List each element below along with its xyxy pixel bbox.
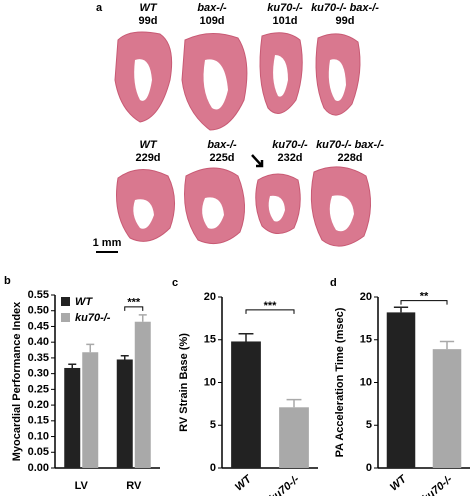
y-tick-label: 20 <box>360 291 372 303</box>
y-tick-label: 5 <box>366 419 372 431</box>
legend-label: WT <box>75 296 93 308</box>
significance-bracket <box>245 309 295 314</box>
genotype-label: bax-/- <box>207 139 237 151</box>
error-bar <box>238 333 254 342</box>
y-tick-label: 15 <box>204 334 216 346</box>
y-tick-label: 0.55 <box>28 289 49 301</box>
panel-letter: a <box>96 2 103 14</box>
age-label: 101d <box>272 15 297 27</box>
y-tick-label: 0.25 <box>28 383 49 395</box>
error-bar <box>439 340 455 350</box>
genotype-label: bax-/- <box>197 2 227 14</box>
significance-bracket <box>400 300 448 305</box>
age-label: 99d <box>336 15 355 27</box>
y-tick-label: 0.05 <box>28 446 49 458</box>
x-tick-label: RV <box>126 480 142 492</box>
age-label: 232d <box>277 152 302 164</box>
significance-label: *** <box>264 300 278 312</box>
age-label: 109d <box>199 15 224 27</box>
y-tick-label: 10 <box>360 376 372 388</box>
x-tick-label: WT <box>388 473 410 494</box>
genotype-label: ku70-/- bax-/- <box>311 2 379 14</box>
y-tick-label: 0.00 <box>28 462 49 474</box>
error-bar <box>393 306 409 313</box>
age-label: 225d <box>209 152 234 164</box>
y-tick-label: 20 <box>204 291 216 303</box>
y-axis-label: RV Strain Base (%) <box>178 333 190 432</box>
error-bar <box>138 314 147 322</box>
error-bar <box>86 343 95 353</box>
error-bar <box>120 354 129 360</box>
panel-letter: b <box>4 275 11 287</box>
legend-swatch <box>61 313 70 322</box>
y-tick-label: 0.40 <box>28 336 49 348</box>
significance-label: ** <box>420 290 429 302</box>
bar <box>231 341 261 468</box>
significance-bracket <box>124 306 144 311</box>
significance-label: *** <box>127 297 141 309</box>
y-tick-label: 0.35 <box>28 352 49 364</box>
y-tick-label: 0 <box>210 462 216 474</box>
y-tick-label: 0.20 <box>28 399 49 411</box>
genotype-label: WT <box>139 2 157 14</box>
age-label: 229d <box>135 152 160 164</box>
y-tick-label: 15 <box>360 334 372 346</box>
y-tick-label: 0 <box>366 462 372 474</box>
y-tick-label: 0.15 <box>28 415 49 427</box>
y-tick-label: 0.30 <box>28 368 49 380</box>
y-tick-label: 10 <box>204 376 216 388</box>
y-axis-label: PA Acceleration Time (msec) <box>334 307 346 457</box>
panel-letter: d <box>330 277 337 289</box>
genotype-label: ku70-/- <box>272 139 308 151</box>
histology <box>96 31 371 253</box>
panel-letter: c <box>172 277 178 289</box>
legend-label: ku70-/- <box>75 312 111 324</box>
bar <box>432 349 462 468</box>
error-bar <box>286 398 302 408</box>
y-tick-label: 0.10 <box>28 430 49 442</box>
bar <box>82 352 99 468</box>
bar <box>279 407 309 468</box>
bar <box>386 312 416 468</box>
bar <box>64 367 81 468</box>
x-tick-label: WT <box>233 473 255 494</box>
y-tick-label: 0.45 <box>28 320 49 332</box>
error-bar <box>68 363 77 368</box>
age-label: 99d <box>139 15 158 27</box>
bar <box>134 321 151 468</box>
genotype-label: WT <box>139 139 157 151</box>
genotype-label: ku70-/- <box>267 2 303 14</box>
genotype-label: ku70-/- bax-/- <box>316 139 384 151</box>
legend-swatch <box>61 297 70 306</box>
x-tick-label: ku70-/- <box>267 473 302 496</box>
y-tick-label: 5 <box>210 419 216 431</box>
x-tick-label: ku70-/- <box>420 473 455 496</box>
scale-bar-label: 1 mm <box>93 237 122 249</box>
age-label: 228d <box>337 152 362 164</box>
bar <box>116 359 133 468</box>
y-axis-label: Myocardial Performance Index <box>11 301 23 461</box>
y-tick-label: 0.50 <box>28 305 49 317</box>
x-tick-label: LV <box>75 480 89 492</box>
